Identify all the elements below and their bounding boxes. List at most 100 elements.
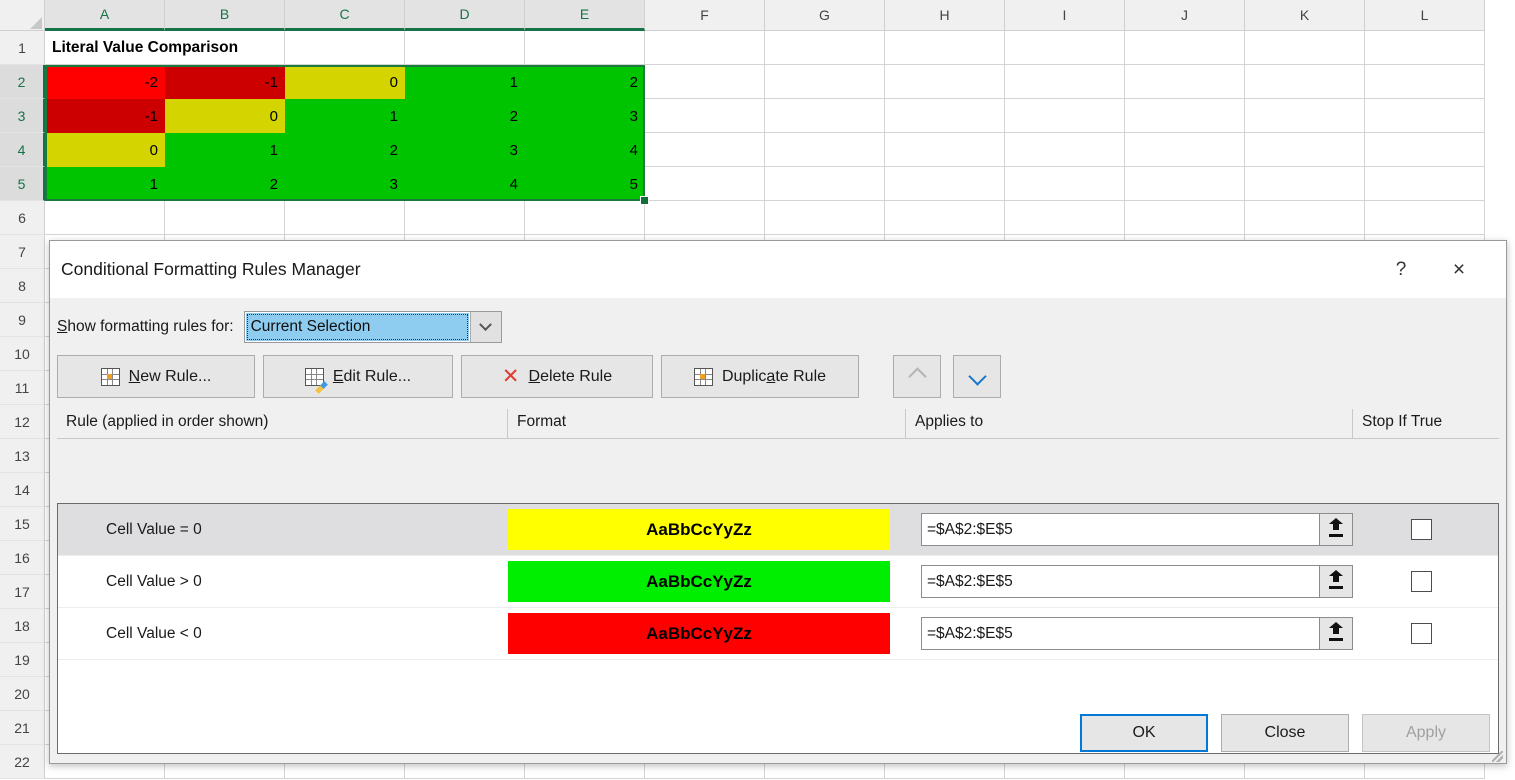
cell-F2[interactable] <box>645 65 765 99</box>
scope-dropdown-value[interactable]: Current Selection <box>245 313 469 341</box>
cell-J3[interactable] <box>1125 99 1245 133</box>
cell-B4[interactable]: 1 <box>165 133 285 167</box>
cell-C4[interactable]: 2 <box>285 133 405 167</box>
cell-L6[interactable] <box>1365 201 1485 235</box>
cell-K3[interactable] <box>1245 99 1365 133</box>
cell-A1[interactable]: Literal Value Comparison <box>45 31 238 65</box>
cell-B5[interactable]: 2 <box>165 167 285 201</box>
rule-row[interactable]: Cell Value = 0 AaBbCcYyZz =$A$2:$E$5 <box>58 504 1498 556</box>
rule-row[interactable]: Cell Value > 0 AaBbCcYyZz =$A$2:$E$5 <box>58 556 1498 608</box>
row-header-5[interactable]: 5 <box>0 167 45 201</box>
row-header-20[interactable]: 20 <box>0 677 45 711</box>
cell-J2[interactable] <box>1125 65 1245 99</box>
applies-to-input[interactable]: =$A$2:$E$5 <box>921 617 1353 650</box>
select-all-corner[interactable] <box>0 0 45 31</box>
cell-G6[interactable] <box>765 201 885 235</box>
cell-H4[interactable] <box>885 133 1005 167</box>
close-button[interactable]: Close <box>1221 714 1349 752</box>
row-header-7[interactable]: 7 <box>0 235 45 269</box>
cell-B1[interactable] <box>165 31 285 65</box>
row-header-8[interactable]: 8 <box>0 269 45 303</box>
rule-format-cell[interactable]: AaBbCcYyZz <box>508 509 906 550</box>
cell-D5[interactable]: 4 <box>405 167 525 201</box>
rule-row[interactable]: Cell Value < 0 AaBbCcYyZz =$A$2:$E$5 <box>58 608 1498 660</box>
cell-D4[interactable]: 3 <box>405 133 525 167</box>
cell-I3[interactable] <box>1005 99 1125 133</box>
cell-A6[interactable] <box>45 201 165 235</box>
stop-if-true-checkbox[interactable] <box>1410 519 1432 540</box>
column-header-B[interactable]: B <box>165 0 285 31</box>
ok-button[interactable]: OK <box>1080 714 1208 752</box>
cell-L1[interactable] <box>1365 31 1485 65</box>
cell-C2[interactable]: 0 <box>285 65 405 99</box>
scope-dropdown[interactable]: Current Selection <box>243 311 502 343</box>
cell-E1[interactable] <box>525 31 645 65</box>
column-header-A[interactable]: A <box>45 0 165 31</box>
cell-A4[interactable]: 0 <box>45 133 165 167</box>
cell-D3[interactable]: 2 <box>405 99 525 133</box>
cell-I2[interactable] <box>1005 65 1125 99</box>
cell-B3[interactable]: 0 <box>165 99 285 133</box>
cell-F3[interactable] <box>645 99 765 133</box>
cell-G5[interactable] <box>765 167 885 201</box>
cell-I5[interactable] <box>1005 167 1125 201</box>
resize-grip-icon[interactable] <box>1492 751 1503 762</box>
row-header-15[interactable]: 15 <box>0 507 45 541</box>
row-header-3[interactable]: 3 <box>0 99 45 133</box>
cell-G3[interactable] <box>765 99 885 133</box>
row-header-1[interactable]: 1 <box>0 31 45 65</box>
cell-G4[interactable] <box>765 133 885 167</box>
cell-C3[interactable]: 1 <box>285 99 405 133</box>
row-header-17[interactable]: 17 <box>0 575 45 609</box>
column-header-K[interactable]: K <box>1245 0 1365 31</box>
row-header-13[interactable]: 13 <box>0 439 45 473</box>
cell-F6[interactable] <box>645 201 765 235</box>
applies-to-value[interactable]: =$A$2:$E$5 <box>927 572 1013 590</box>
row-header-16[interactable]: 16 <box>0 541 45 575</box>
range-picker-icon[interactable] <box>1319 514 1352 545</box>
column-header-E[interactable]: E <box>525 0 645 31</box>
column-header-F[interactable]: F <box>645 0 765 31</box>
cell-E4[interactable]: 4 <box>525 133 645 167</box>
stop-if-true-checkbox[interactable] <box>1410 623 1432 644</box>
cell-K2[interactable] <box>1245 65 1365 99</box>
row-header-6[interactable]: 6 <box>0 201 45 235</box>
column-header-J[interactable]: J <box>1125 0 1245 31</box>
cell-F5[interactable] <box>645 167 765 201</box>
cell-L2[interactable] <box>1365 65 1485 99</box>
cell-D1[interactable] <box>405 31 525 65</box>
range-picker-icon[interactable] <box>1319 618 1352 649</box>
cell-A5[interactable]: 1 <box>45 167 165 201</box>
row-header-14[interactable]: 14 <box>0 473 45 507</box>
chevron-down-icon[interactable] <box>469 312 501 342</box>
row-header-11[interactable]: 11 <box>0 371 45 405</box>
cell-G2[interactable] <box>765 65 885 99</box>
column-header-L[interactable]: L <box>1365 0 1485 31</box>
cell-K5[interactable] <box>1245 167 1365 201</box>
new-rule-button[interactable]: New Rule... <box>57 355 255 398</box>
move-rule-down-button[interactable] <box>953 355 1001 398</box>
cell-C5[interactable]: 3 <box>285 167 405 201</box>
range-picker-icon[interactable] <box>1319 566 1352 597</box>
cell-L4[interactable] <box>1365 133 1485 167</box>
cell-L5[interactable] <box>1365 167 1485 201</box>
cell-J1[interactable] <box>1125 31 1245 65</box>
applies-to-input[interactable]: =$A$2:$E$5 <box>921 565 1353 598</box>
cell-J4[interactable] <box>1125 133 1245 167</box>
column-header-C[interactable]: C <box>285 0 405 31</box>
row-header-12[interactable]: 12 <box>0 405 45 439</box>
cell-F1[interactable] <box>645 31 765 65</box>
column-header-I[interactable]: I <box>1005 0 1125 31</box>
row-header-19[interactable]: 19 <box>0 643 45 677</box>
applies-to-value[interactable]: =$A$2:$E$5 <box>927 624 1013 642</box>
fill-handle[interactable] <box>640 196 649 205</box>
cell-E6[interactable] <box>525 201 645 235</box>
cell-H3[interactable] <box>885 99 1005 133</box>
cell-B6[interactable] <box>165 201 285 235</box>
cell-K4[interactable] <box>1245 133 1365 167</box>
cell-H5[interactable] <box>885 167 1005 201</box>
row-header-2[interactable]: 2 <box>0 65 45 99</box>
delete-rule-button[interactable]: ✕ Delete Rule <box>461 355 653 398</box>
cell-H6[interactable] <box>885 201 1005 235</box>
cell-F4[interactable] <box>645 133 765 167</box>
